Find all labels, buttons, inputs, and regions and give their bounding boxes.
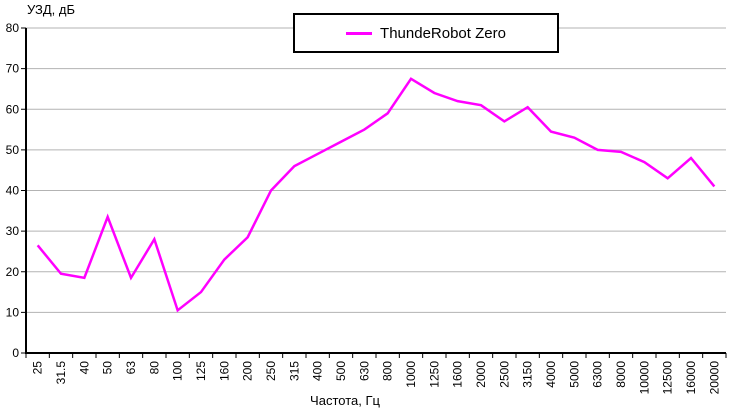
x-tick-label: 20000 <box>707 361 721 395</box>
y-tick-label: 20 <box>6 265 20 279</box>
y-tick-label: 10 <box>6 305 20 319</box>
x-tick-label: 800 <box>381 361 395 381</box>
x-tick-label: 6300 <box>591 361 605 388</box>
x-tick-label: 400 <box>311 361 325 381</box>
x-tick-label: 1000 <box>404 361 418 388</box>
x-tick-label: 31.5 <box>54 361 68 385</box>
x-tick-label: 1250 <box>427 361 441 388</box>
legend: ThundeRobot Zero <box>293 13 559 53</box>
x-tick-label: 25 <box>31 361 45 375</box>
x-tick-label: 250 <box>264 361 278 381</box>
x-tick-label: 630 <box>357 361 371 381</box>
x-tick-label: 1600 <box>451 361 465 388</box>
y-tick-label: 50 <box>6 143 20 157</box>
x-tick-label: 500 <box>334 361 348 381</box>
x-tick-label: 125 <box>194 361 208 381</box>
x-tick-label: 160 <box>217 361 231 381</box>
x-tick-label: 3150 <box>521 361 535 388</box>
x-tick-label: 2500 <box>497 361 511 388</box>
y-tick-label: 80 <box>6 21 20 35</box>
y-tick-label: 60 <box>6 102 20 116</box>
x-tick-label: 2000 <box>474 361 488 388</box>
x-tick-label: 10000 <box>637 361 651 395</box>
x-tick-label: 315 <box>287 361 301 381</box>
x-tick-label: 8000 <box>614 361 628 388</box>
y-tick-label: 30 <box>6 224 20 238</box>
x-tick-label: 100 <box>171 361 185 381</box>
y-tick-label: 0 <box>12 346 19 360</box>
x-tick-label: 80 <box>147 361 161 375</box>
x-tick-label: 12500 <box>661 361 675 395</box>
y-tick-label: 70 <box>6 62 20 76</box>
series-line <box>36 77 716 313</box>
legend-line-sample-icon <box>346 31 373 35</box>
x-tick-label: 16000 <box>684 361 698 395</box>
x-tick-label: 40 <box>77 361 91 375</box>
x-axis-title: Частота, Гц <box>310 393 380 408</box>
y-tick-label: 40 <box>6 184 20 198</box>
legend-label: ThundeRobot Zero <box>380 24 506 42</box>
x-tick-label: 63 <box>124 361 138 375</box>
x-tick-label: 50 <box>101 361 115 375</box>
x-tick-label: 4000 <box>544 361 558 388</box>
x-tick-label: 200 <box>241 361 255 381</box>
y-axis-title: УЗД, дБ <box>27 2 75 17</box>
x-tick-label: 5000 <box>567 361 581 388</box>
